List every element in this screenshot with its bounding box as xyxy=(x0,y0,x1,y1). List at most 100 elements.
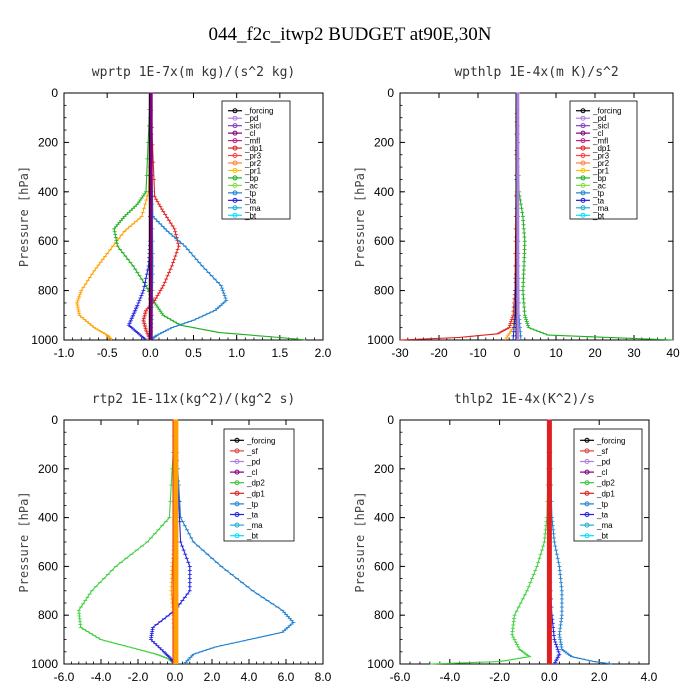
y-tick-label: 400 xyxy=(38,185,58,199)
x-tick-label: 0.0 xyxy=(541,670,558,684)
legend-marker xyxy=(234,522,240,528)
legend-box xyxy=(573,428,643,542)
x-tick-label: 0.5 xyxy=(185,346,202,360)
legend-marker xyxy=(584,501,590,507)
legend-marker xyxy=(232,108,238,114)
y-tick-label: 1000 xyxy=(367,657,394,671)
legend-marker xyxy=(234,459,240,464)
legend-marker xyxy=(580,138,586,144)
x-tick-label: -30 xyxy=(391,346,409,360)
legend-box xyxy=(223,428,295,542)
legend-marker xyxy=(584,459,590,464)
legend-label: _bp xyxy=(592,174,607,183)
legend-label: _pr1 xyxy=(592,166,610,175)
y-tick-label: 600 xyxy=(374,234,394,248)
legend-label: _pr2 xyxy=(244,159,262,168)
legend-marker xyxy=(232,153,238,159)
legend-label: _bt xyxy=(244,211,257,220)
legend-label: _pd xyxy=(592,114,606,123)
legend-marker xyxy=(584,480,590,486)
legend-marker xyxy=(580,197,586,203)
legend-label: _forcing xyxy=(592,107,621,116)
legend-label: _ac xyxy=(244,181,258,190)
x-tick-label: 1.5 xyxy=(271,346,288,360)
legend-marker xyxy=(580,190,586,196)
y-tick-label: 0 xyxy=(51,413,58,427)
legend-label: _ta xyxy=(244,196,257,205)
legend-label: _bp xyxy=(244,174,259,183)
x-tick-label: 0.0 xyxy=(167,670,184,684)
legend-marker xyxy=(232,212,238,218)
x-tick-label: -4.0 xyxy=(439,670,460,684)
legend-label: _sicl xyxy=(244,122,261,131)
legend-label: _sicl xyxy=(592,122,609,131)
legend-label: _dp1 xyxy=(244,144,263,153)
series-line-dp1 xyxy=(399,92,518,341)
legend-label: _bt xyxy=(592,211,605,220)
x-tick-label: 2.0 xyxy=(204,670,221,684)
y-tick-label: 800 xyxy=(374,284,394,298)
legend-marker xyxy=(580,115,586,121)
legend-label: _pr2 xyxy=(592,159,610,168)
legend: _forcing _sf _pd_cl _dp2_dp1 _tp _ta_ma _bt xyxy=(223,428,295,542)
x-tick-label: -2.0 xyxy=(489,670,510,684)
x-tick-label: -4.0 xyxy=(91,670,112,684)
y-tick-label: 400 xyxy=(374,185,394,199)
legend-label: _pd xyxy=(244,114,258,123)
legend-marker xyxy=(232,190,238,196)
legend-marker xyxy=(234,501,240,507)
legend-label: _pr3 xyxy=(244,152,262,161)
series-line-ta xyxy=(150,419,191,665)
legend-label: _dp1 xyxy=(246,489,265,498)
legend-label: _pd xyxy=(246,458,260,467)
legend-label: _forcing xyxy=(246,436,275,445)
legend-marker xyxy=(232,205,238,211)
legend-label: _pr1 xyxy=(244,166,262,175)
legend-marker xyxy=(232,145,238,151)
legend-marker xyxy=(234,480,240,486)
x-tick-label: -0.5 xyxy=(97,346,118,360)
legend: _forcing _sf _pd_cl _dp2_dp1 _tp _ta_ma _bt xyxy=(573,428,643,542)
legend-marker xyxy=(580,205,586,211)
x-tick-label: 2.0 xyxy=(315,346,332,360)
legend-label: _bt xyxy=(246,532,259,541)
legend-label: _tp xyxy=(246,500,259,509)
legend-marker xyxy=(580,175,586,181)
panels: wprtp 1E-7x(m kg)/(s^2 kg) Pressure [hPa]… xyxy=(17,65,680,684)
y-tick-label: 0 xyxy=(387,86,394,100)
legend-marker xyxy=(234,448,240,454)
legend-label: _sf xyxy=(246,447,258,456)
x-tick-label: -6.0 xyxy=(54,670,75,684)
legend-label: _dp2 xyxy=(596,479,615,488)
panel-title: thlp2 1E-4x(K^2)/s xyxy=(454,392,595,407)
legend-marker xyxy=(580,130,586,136)
chart-panel-4: thlp2 1E-4x(K^2)/s Pressure [hPa] -6.0 -4.0… xyxy=(353,392,658,684)
y-tick-label: 400 xyxy=(374,511,394,525)
legend-marker xyxy=(232,138,238,144)
legend-marker xyxy=(584,490,590,496)
legend-marker xyxy=(580,160,586,166)
legend-marker xyxy=(580,145,586,151)
legend: _forcing_pd_sicl_cl_mfl_dp1_pr3_pr2_pr1_… xyxy=(569,100,638,220)
x-tick-label: 8.0 xyxy=(315,670,332,684)
x-tick-label: 30 xyxy=(627,346,641,360)
x-tick-label: 4.0 xyxy=(241,670,258,684)
panel-title: rtp2 1E-11x(kg^2)/(kg^2 s) xyxy=(92,392,296,407)
chart-panel-3: rtp2 1E-11x(kg^2)/(kg^2 s) Pressure [hPa]… xyxy=(17,392,332,684)
figure-title: 044_f2c_itwp2 BUDGET at90E,30N xyxy=(208,24,491,45)
x-tick-label: 0.0 xyxy=(142,346,159,360)
y-tick-label: 1000 xyxy=(31,657,58,671)
y-tick-label: 600 xyxy=(374,559,394,573)
legend-marker xyxy=(232,123,238,129)
legend-label: _dp1 xyxy=(592,144,611,153)
legend-marker xyxy=(234,437,240,443)
x-tick-label: 2.0 xyxy=(591,670,608,684)
x-tick-label: -20 xyxy=(430,346,448,360)
legend-marker xyxy=(584,533,590,539)
chart-panel-1: wprtp 1E-7x(m kg)/(s^2 kg) Pressure [hPa]… xyxy=(17,65,332,360)
legend-marker xyxy=(234,512,240,517)
y-tick-label: 600 xyxy=(38,234,58,248)
legend-label: _ac xyxy=(592,181,606,190)
y-axis-label: Pressure [hPa] xyxy=(17,166,31,267)
